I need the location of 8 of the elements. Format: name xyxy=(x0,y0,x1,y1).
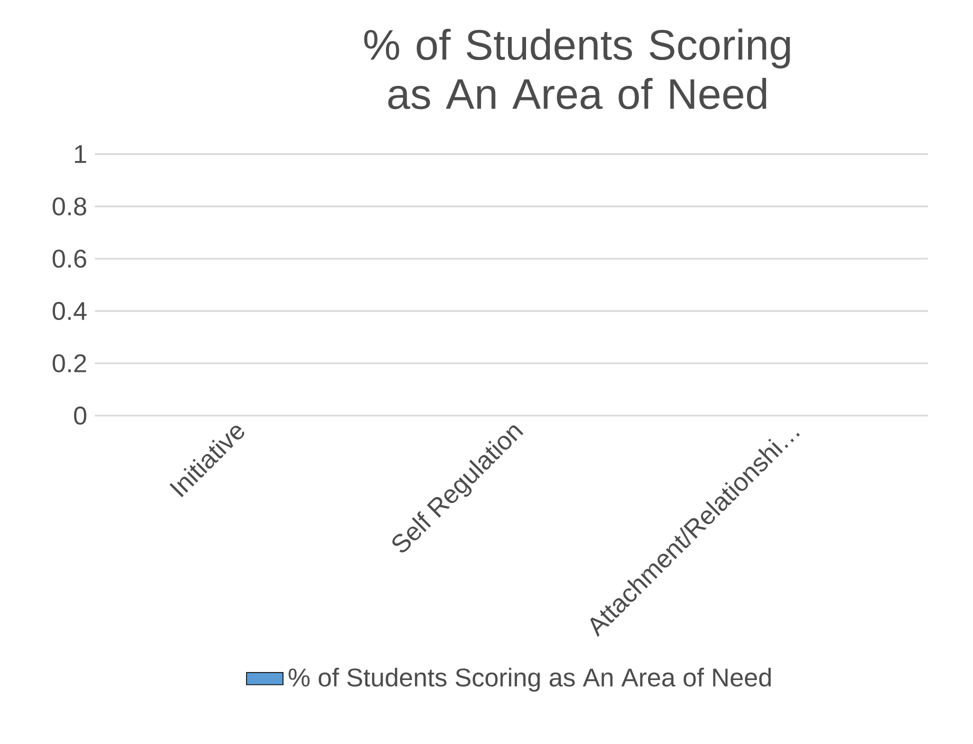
y-tick-label: 0 xyxy=(74,406,86,425)
y-tick-label: 0.2 xyxy=(52,354,86,372)
y-tick-label: 0.6 xyxy=(52,250,86,268)
legend-label: % of Students Scoring as An Area of Need xyxy=(288,668,771,692)
y-tick-label: 0.4 xyxy=(52,302,87,320)
y-tick-label: 1 xyxy=(75,145,86,163)
chart-title: % of Students Scoring as An Area of Need xyxy=(364,28,790,110)
y-tick-label: 0.8 xyxy=(52,197,86,216)
